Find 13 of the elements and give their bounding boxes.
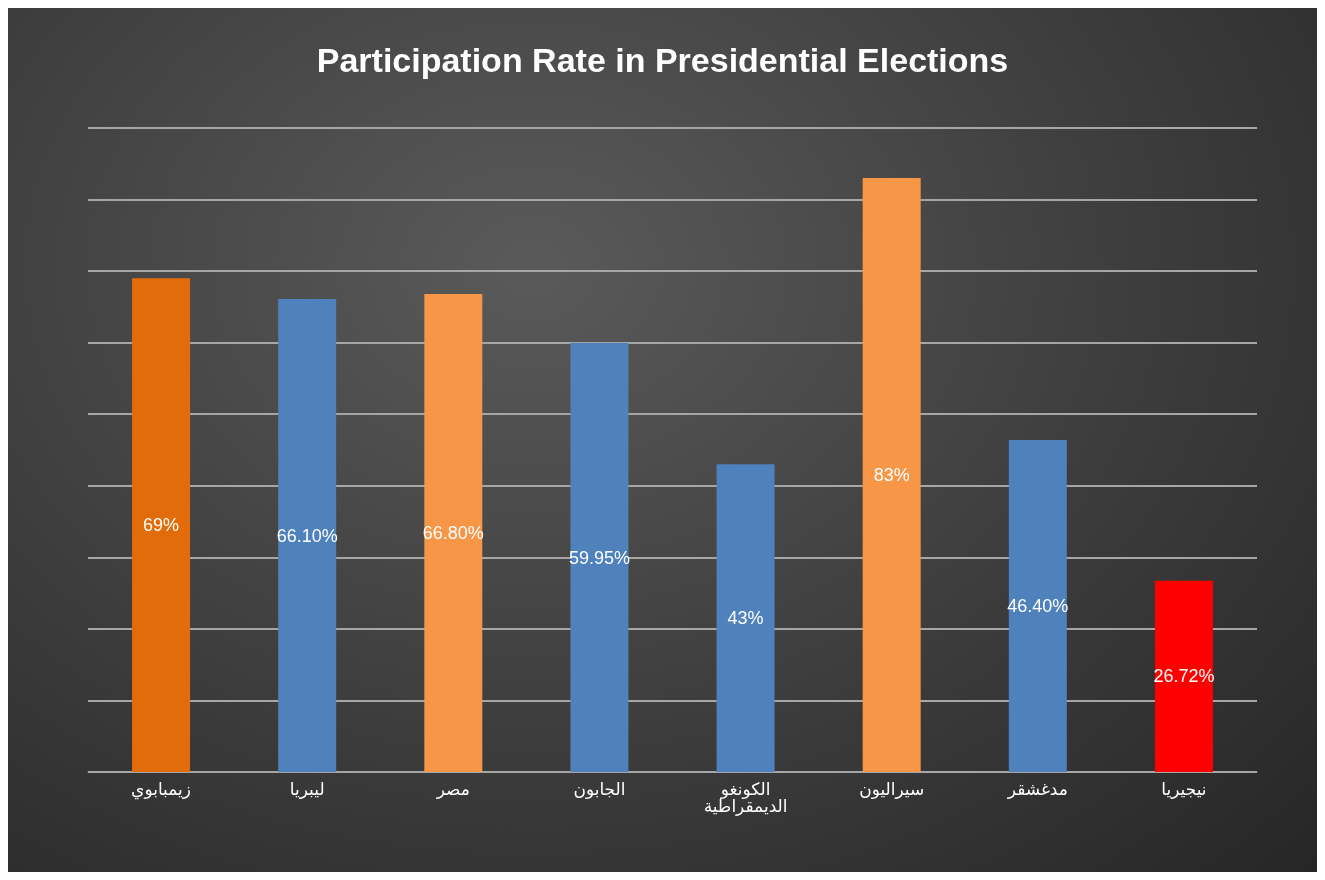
data-label: 69% (143, 515, 180, 536)
data-label: 43% (727, 608, 764, 629)
data-label: 83% (873, 465, 910, 486)
x-tick-label: زيمبابوي (131, 778, 192, 800)
x-tick-label: ليبريا (289, 778, 325, 799)
x-tick-label: مدغشقر (1006, 778, 1068, 799)
x-tick-label: سيراليون (859, 778, 925, 799)
x-tick-label: الجابون (573, 778, 626, 799)
chart-title: Participation Rate in Presidential Elections (316, 41, 1009, 79)
data-label: 59.95% (568, 547, 630, 568)
x-tick-label: الكونغو الديمقراطية (703, 778, 788, 816)
x-tick-label: نيجيريا (1161, 778, 1207, 799)
x-tick-label: مصر (435, 778, 470, 799)
